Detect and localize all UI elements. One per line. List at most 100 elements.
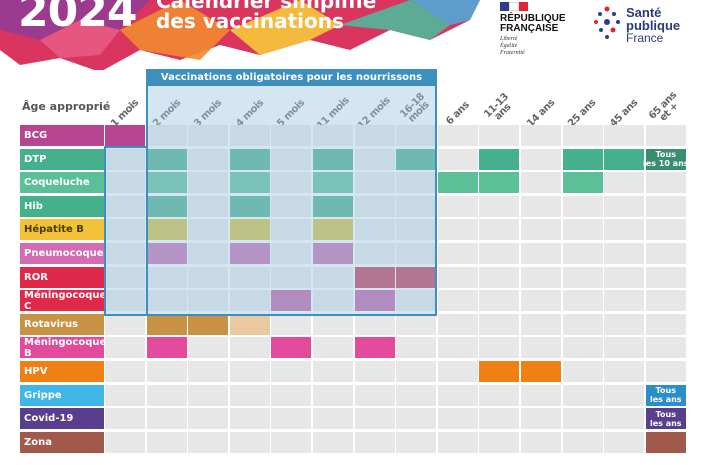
schedule-cell — [562, 361, 603, 382]
schedule-cell — [271, 361, 312, 382]
schedule-cell — [229, 337, 270, 359]
schedule-cell — [146, 148, 187, 170]
schedule-cell — [105, 219, 145, 241]
age-header: 11 mois — [313, 84, 353, 131]
schedule-cell — [521, 219, 561, 241]
schedule-cell — [188, 266, 229, 288]
schedule-cell — [271, 337, 312, 359]
schedule-cell — [645, 313, 686, 335]
schedule-cell — [271, 195, 312, 217]
age-header: 4 mois — [230, 84, 270, 130]
schedule-cell — [105, 243, 145, 264]
schedule-cell — [604, 384, 645, 406]
schedule-cell — [604, 290, 645, 312]
schedule-cell — [188, 290, 229, 312]
vaccine-label: Méningocoque C — [20, 290, 106, 312]
schedule-cell — [396, 219, 437, 241]
age-header: 12 mois — [355, 84, 395, 131]
spf-dots-icon — [594, 6, 620, 39]
schedule-cell — [354, 195, 395, 217]
schedule-cell — [437, 408, 478, 430]
schedule-cell — [645, 195, 686, 217]
mandatory-vaccinations-title: Vaccinations obligatoires pour les nourr… — [146, 69, 437, 86]
sante-publique-france-logo: Santé publique France — [593, 4, 708, 54]
schedule-cell — [271, 384, 312, 406]
schedule-cell — [437, 431, 478, 453]
schedule-cell — [313, 361, 353, 382]
schedule-cell — [354, 219, 395, 241]
schedule-cell — [354, 148, 395, 170]
schedule-cell — [479, 125, 520, 146]
schedule-cell — [313, 243, 353, 264]
age-header-label: 11-13 ans — [481, 91, 513, 123]
schedule-cell — [188, 431, 229, 453]
schedule-cell — [437, 384, 478, 406]
schedule-cell — [229, 408, 270, 430]
schedule-cell — [396, 361, 437, 382]
schedule-cell — [479, 337, 520, 359]
schedule-cell — [105, 266, 145, 288]
schedule-cell — [229, 243, 270, 264]
schedule-cell — [105, 172, 145, 194]
schedule-cell — [645, 337, 686, 359]
schedule-cell — [354, 243, 395, 264]
age-label: Âge approprié — [22, 100, 111, 113]
vaccine-label: Coqueluche — [20, 172, 104, 194]
schedule-cell — [146, 313, 187, 335]
spf-line-2: publique — [626, 18, 681, 33]
schedule-cell — [604, 219, 645, 241]
schedule-cell — [188, 195, 229, 217]
schedule-cell — [604, 266, 645, 288]
schedule-cell — [313, 290, 353, 312]
schedule-cell — [188, 243, 229, 264]
schedule-cell — [105, 313, 145, 335]
page-title: Calendrier simplifié des vaccinations — [156, 0, 376, 31]
schedule-cell — [188, 172, 229, 194]
schedule-cell — [645, 290, 686, 312]
age-header: 2 mois — [147, 84, 187, 130]
motto-fraternite: Fraternité — [500, 50, 525, 56]
schedule-cell — [271, 313, 312, 335]
schedule-cell — [604, 243, 645, 264]
schedule-cell — [229, 219, 270, 241]
schedule-cell — [562, 195, 603, 217]
schedule-cell — [229, 431, 270, 453]
schedule-cell — [229, 266, 270, 288]
schedule-cell — [354, 337, 395, 359]
schedule-cell — [146, 266, 187, 288]
schedule-cell — [188, 408, 229, 430]
schedule-cell — [562, 313, 603, 335]
schedule-cell — [313, 172, 353, 194]
schedule-cell — [105, 408, 145, 430]
schedule-cell — [604, 172, 645, 194]
schedule-cell — [479, 290, 520, 312]
schedule-cell — [354, 125, 395, 146]
schedule-cell — [562, 337, 603, 359]
schedule-cell — [604, 313, 645, 335]
schedule-cell — [105, 125, 145, 146]
vaccine-label: Zona — [20, 431, 104, 453]
age-header: 25 ans — [563, 84, 603, 130]
schedule-cell — [146, 172, 187, 194]
vaccine-label: HPV — [20, 361, 104, 382]
spf-line-1: Santé — [626, 5, 662, 20]
schedule-cell — [479, 148, 520, 170]
age-header: 14 ans — [521, 84, 561, 130]
schedule-cell — [354, 361, 395, 382]
schedule-cell — [562, 266, 603, 288]
schedule-cell — [396, 384, 437, 406]
schedule-cell — [396, 125, 437, 146]
schedule-cell — [396, 290, 437, 312]
schedule-cell — [521, 243, 561, 264]
schedule-cell — [604, 148, 645, 170]
schedule-cell — [562, 408, 603, 430]
schedule-cell — [271, 125, 312, 146]
schedule-cell — [146, 408, 187, 430]
schedule-cell — [562, 384, 603, 406]
schedule-cell — [645, 266, 686, 288]
schedule-cell — [562, 431, 603, 453]
schedule-cell — [188, 361, 229, 382]
age-header-label: 6 ans — [444, 99, 472, 128]
schedule-cell — [354, 384, 395, 406]
schedule-cell — [396, 431, 437, 453]
